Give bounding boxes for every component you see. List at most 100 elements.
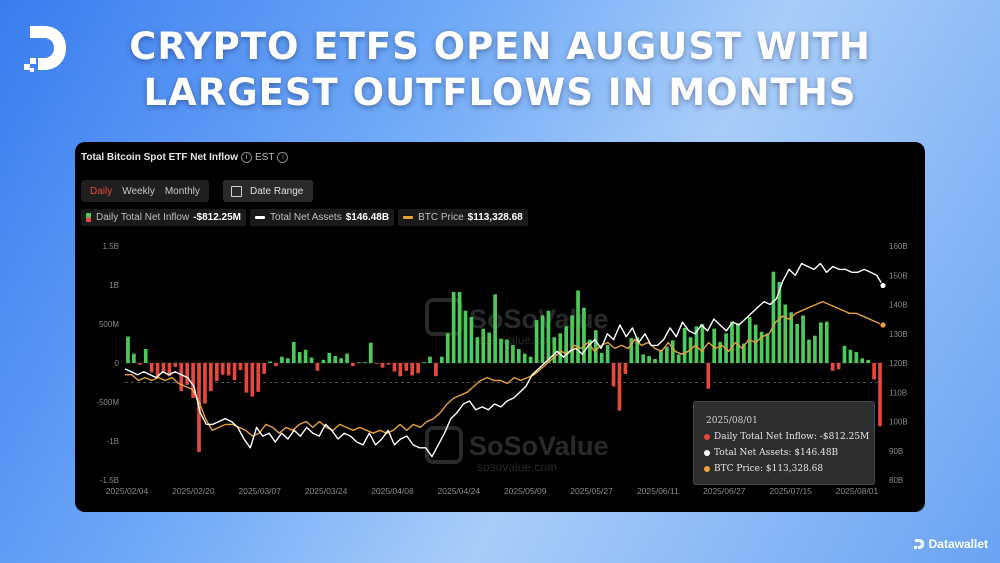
inflow-bar (534, 320, 539, 363)
timezone-label: EST i (255, 152, 289, 163)
inflow-bar (321, 359, 326, 363)
legend-btc[interactable]: BTC Price $113,328.68 (398, 209, 528, 226)
inflow-bar (647, 355, 651, 363)
inflow-bar (416, 363, 420, 374)
inflow-bar (274, 363, 278, 367)
inflow-bar (570, 315, 574, 363)
inflow-bar (357, 362, 361, 364)
x-axis-tick: 2025/03/24 (305, 486, 348, 496)
x-axis-tick: 2025/04/08 (371, 486, 414, 496)
total-net-assets-line (124, 262, 884, 458)
inflow-bar (333, 355, 338, 363)
inflow-bar (848, 349, 853, 363)
inflow-bar (428, 356, 432, 363)
inflow-bar (185, 363, 190, 385)
inflow-bar (860, 358, 865, 363)
inflow-bar (149, 363, 154, 373)
inflow-bar (315, 363, 320, 371)
inflow-bar (635, 337, 640, 363)
inflow-bar (706, 363, 711, 389)
legend-inflow[interactable]: Daily Total Net Inflow -$812.25M (81, 209, 247, 226)
inflow-bar (842, 345, 847, 363)
inflow-bar (700, 324, 705, 363)
inflow-bar (818, 322, 823, 363)
inflow-bar (463, 310, 468, 363)
tab-weekly[interactable]: Weekly (122, 185, 155, 197)
inflow-bar (611, 363, 616, 387)
right-axis-tick: 110B (889, 388, 907, 397)
legend-assets-label: Total Net Assets (270, 212, 342, 223)
right-axis-tick: 120B (889, 359, 908, 368)
inflow-bar (665, 346, 669, 363)
inflow-bar (771, 271, 776, 363)
inflow-bar (487, 332, 492, 363)
left-axis-tick: -500M (96, 398, 119, 407)
inflow-bar (386, 363, 391, 365)
inflow-bar (777, 281, 782, 363)
calendar-icon (231, 185, 242, 197)
tab-monthly[interactable]: Monthly (164, 185, 200, 197)
inflow-bar (244, 363, 249, 393)
inflow-bar (742, 343, 746, 363)
inflow-bar (137, 363, 142, 365)
inflow-bar (540, 315, 545, 363)
inflow-bar (641, 354, 645, 363)
inflow-bar (736, 323, 740, 363)
inflow-bar (392, 363, 397, 372)
inflow-bar (220, 363, 225, 375)
inflow-bar (576, 290, 580, 363)
inflow-bar (191, 363, 195, 399)
inflow-bar (262, 363, 266, 374)
inflow-bar (878, 363, 882, 427)
left-axis-tick: 1B (109, 281, 119, 290)
right-axis-tick: 140B (889, 301, 908, 310)
tooltip-row-assets: Total Net Assets: $146.48B (704, 448, 838, 458)
inflow-bar (765, 333, 770, 363)
inflow-bar (339, 358, 343, 363)
legend-inflow-value: -$812.25M (193, 212, 242, 223)
inflow-bar (439, 356, 444, 363)
info-icon[interactable]: i (277, 152, 289, 163)
inflow-bar (303, 349, 308, 363)
left-axis-tick: -1.5B (100, 476, 119, 485)
x-axis-tick: 2025/06/27 (703, 486, 746, 496)
legend-assets[interactable]: Total Net Assets $146.48B (250, 209, 395, 226)
inflow-bar (256, 363, 261, 392)
info-icon[interactable]: i (241, 152, 253, 163)
inflow-bar (173, 363, 178, 367)
inflow-bar (522, 353, 527, 363)
inflow-chart[interactable]: SoSoValue sosovalue.com SoSoValue sosova… (75, 142, 925, 512)
date-range-button[interactable]: Date Range (223, 180, 314, 202)
x-axis-tick: 2025/05/27 (570, 486, 613, 496)
x-axis-tick: 2025/04/24 (438, 486, 481, 496)
btc-price-line (125, 300, 884, 437)
inflow-bar (445, 333, 450, 363)
inflow-bar (451, 292, 456, 363)
left-axis-tick: -1B (107, 437, 119, 446)
chart-panel: Total Bitcoin Spot ETF Net Inflow i EST i … (75, 142, 925, 512)
inflow-bar (511, 345, 515, 363)
datawallet-logo (24, 26, 66, 72)
inflow-bar (327, 352, 332, 363)
inflow-bar (161, 363, 166, 373)
legend-assets-value: $146.48B (345, 212, 390, 223)
inflow-bar (309, 357, 314, 363)
watermark-brand: SoSoValue (469, 304, 609, 334)
inflow-bar (789, 312, 794, 363)
inflow-bar (617, 363, 622, 411)
brand-mark: Datawallet (913, 537, 988, 551)
inflow-bar (813, 335, 817, 363)
assets-dot-icon (704, 449, 710, 456)
tooltip-row-inflow: Daily Total Net Inflow: -$812.25M (704, 432, 869, 442)
inflow-bar (582, 307, 586, 363)
inflow-bar (203, 363, 207, 404)
tab-daily[interactable]: Daily (90, 185, 113, 197)
legend-btc-label: BTC Price (418, 212, 464, 223)
inflow-swatch-icon (86, 213, 91, 222)
inflow-bar (712, 328, 717, 363)
tooltip-assets-label: Total Net Assets (714, 448, 789, 458)
inflow-bar (599, 352, 604, 363)
total-net-assets-end-point (879, 282, 887, 289)
left-axis-tick: 1.5B (103, 242, 119, 251)
inflow-bar (374, 363, 379, 364)
